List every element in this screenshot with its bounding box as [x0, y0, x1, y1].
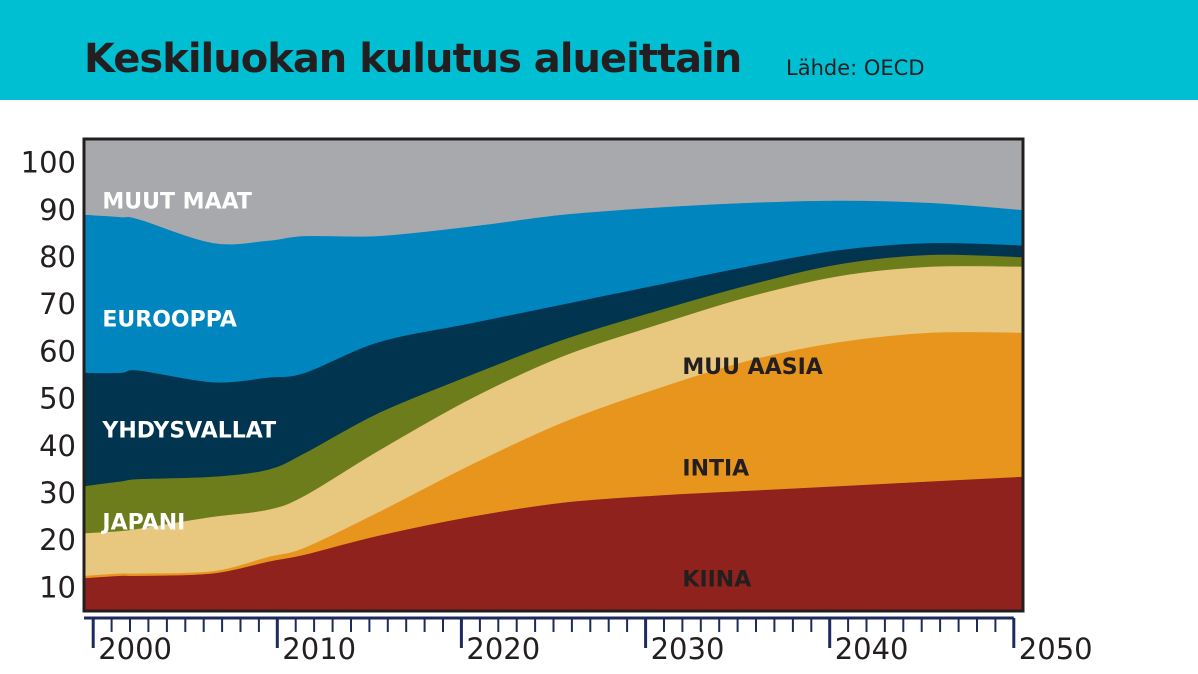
- stacked-area-chart: MUUT MAAT EUROOPPA YHDYSVALLAT JAPANI MUU AA…: [21, 137, 1093, 666]
- area-label-japani: JAPANI: [100, 511, 185, 536]
- area-labels: MUUT MAAT EUROOPPA YHDYSVALLAT JAPANI MUU AA…: [100, 190, 822, 593]
- y-tick-label: 100: [21, 146, 76, 180]
- x-tick-label: 2050: [1019, 632, 1093, 666]
- y-tick-label: 70: [39, 287, 76, 321]
- x-tick-label: 2010: [282, 632, 356, 666]
- plot-frame: [82, 137, 1025, 613]
- y-axis: 100 90 80 70 60 50 40 30 20 10: [21, 146, 76, 605]
- x-tick-label: 2040: [835, 632, 909, 666]
- y-tick-label: 50: [39, 382, 76, 416]
- y-tick-label: 90: [39, 193, 76, 227]
- area-label-eurooppa: EUROOPPA: [102, 308, 237, 333]
- x-tick-label: 2020: [466, 632, 540, 666]
- area-label-intia: INTIA: [682, 456, 749, 481]
- area-label-muut-maat: MUUT MAAT: [102, 190, 252, 215]
- chart-areas: [83, 138, 1024, 612]
- y-tick-label: 80: [39, 240, 76, 274]
- y-tick-label: 60: [39, 334, 76, 368]
- area-label-yhdysvallat: YHDYSVALLAT: [101, 419, 276, 444]
- x-tick-label: 2000: [98, 632, 172, 666]
- y-tick-label: 10: [39, 570, 76, 604]
- area-label-kiina: KIINA: [682, 567, 751, 592]
- x-axis: 2000 2010 2020 2030 2040 2050: [84, 616, 1093, 666]
- y-tick-label: 30: [39, 476, 76, 510]
- area-label-muu-aasia: MUU AASIA: [682, 355, 822, 380]
- chart-title: Keskiluokan kulutus alueittain: [84, 36, 742, 82]
- x-tick-label: 2030: [651, 632, 725, 666]
- y-tick-label: 40: [39, 429, 76, 463]
- chart-source: Lähde: OECD: [786, 56, 925, 80]
- y-tick-label: 20: [39, 523, 76, 557]
- header-bar: Keskiluokan kulutus alueittain Lähde: OE…: [0, 0, 1198, 100]
